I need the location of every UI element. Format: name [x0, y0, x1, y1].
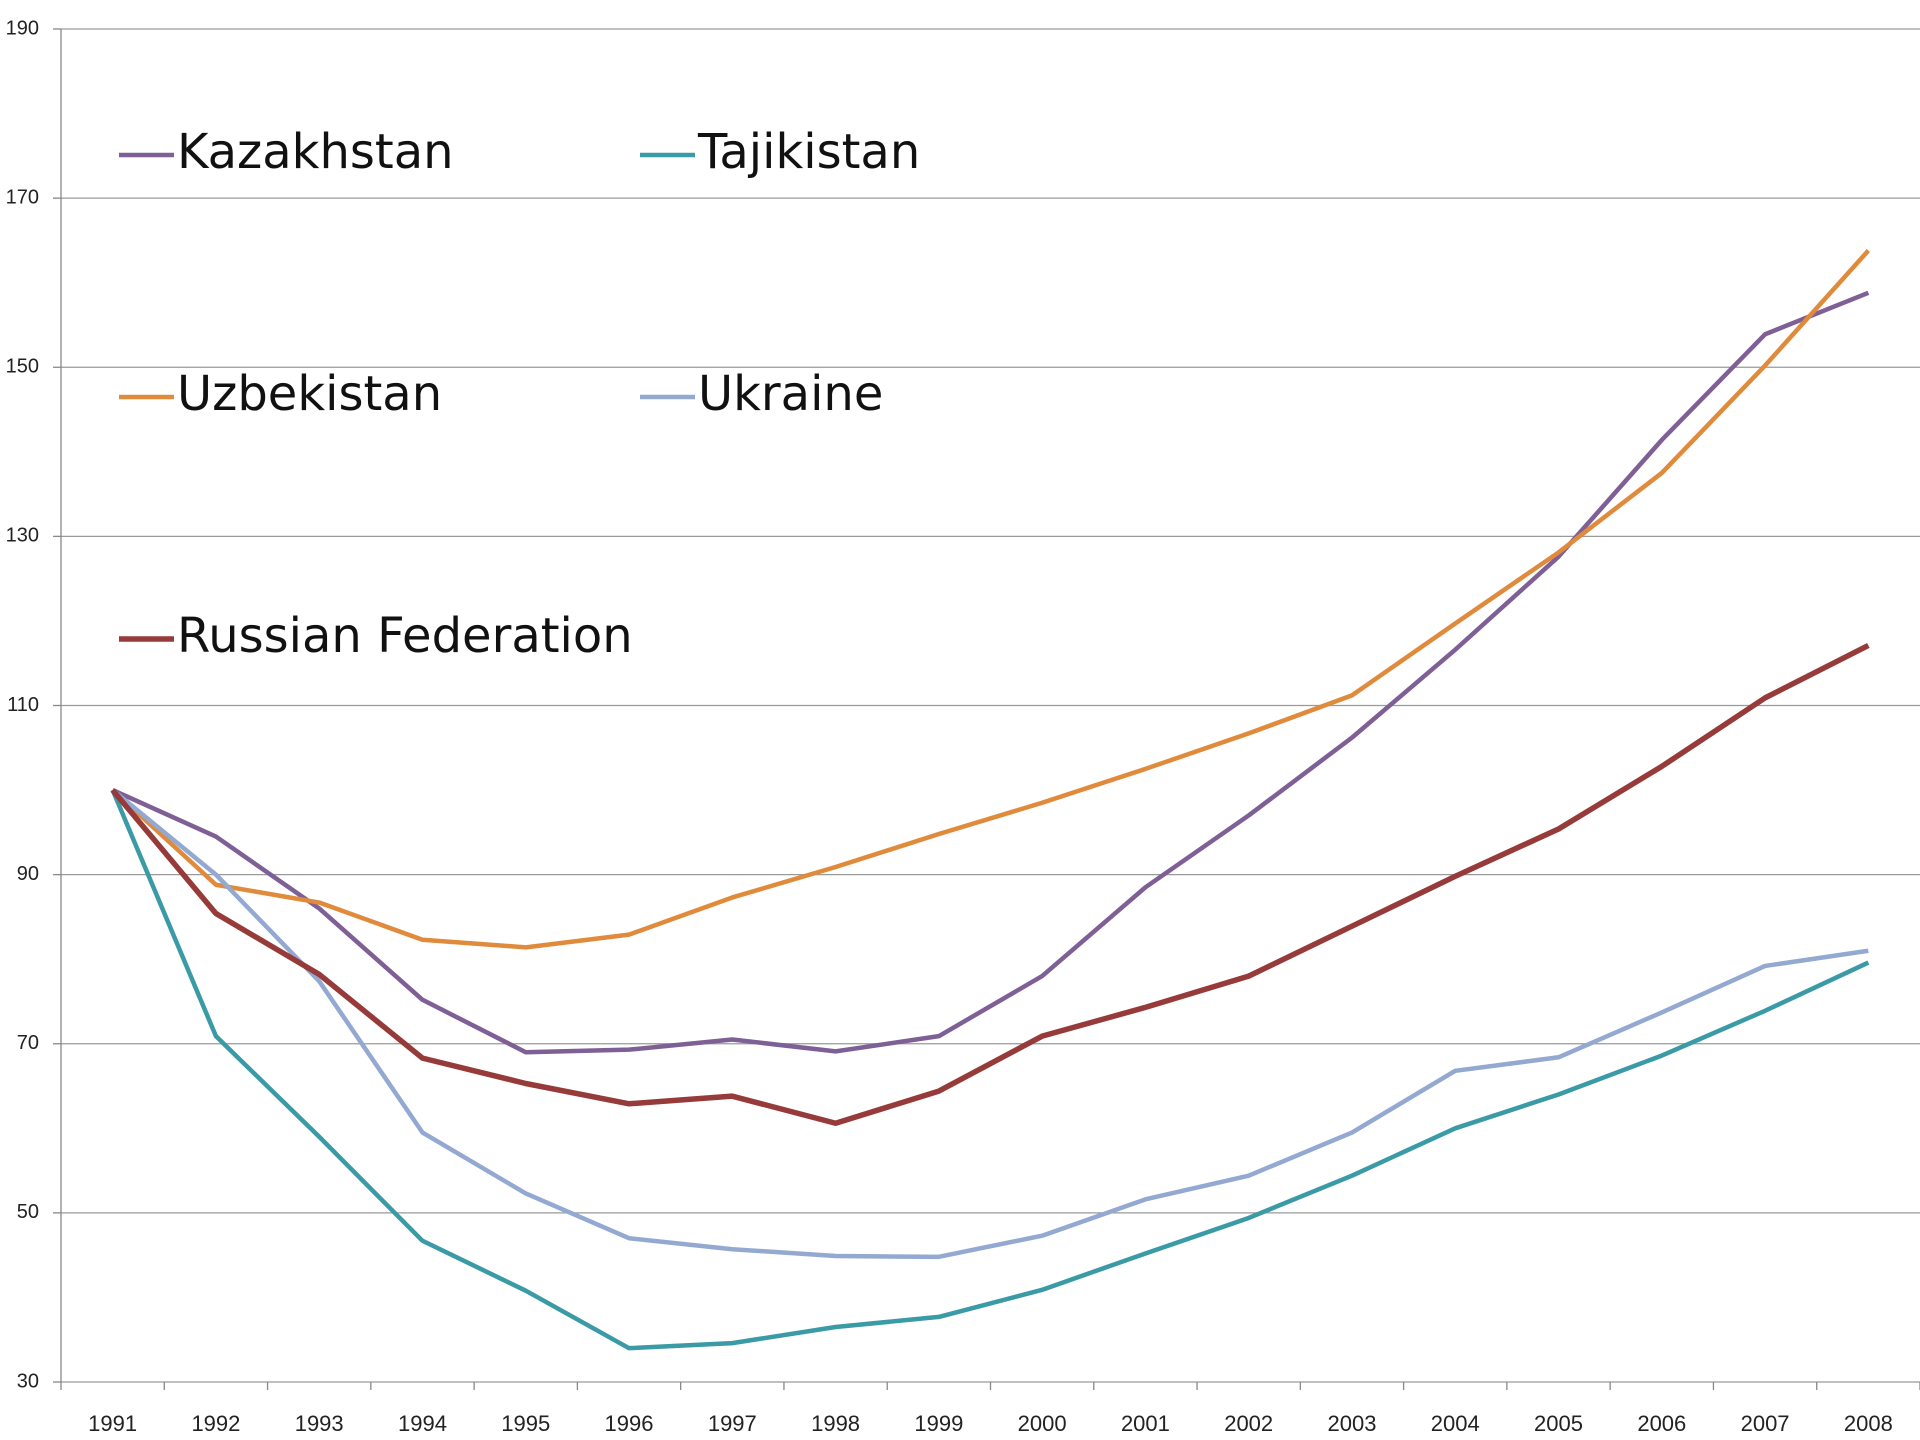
series-line [111, 249, 1871, 950]
y-tick-label: 170 [6, 186, 39, 208]
y-tick-label: 110 [7, 694, 39, 716]
y-tick-label: 70 [17, 1032, 39, 1054]
x-tick-label: 2005 [1534, 1411, 1583, 1436]
y-tick-label: 90 [17, 863, 39, 885]
x-tick-label: 2003 [1327, 1411, 1376, 1436]
x-tick-label: 1996 [605, 1411, 654, 1436]
y-tick-label: 150 [6, 356, 39, 378]
x-tick-label: 1997 [708, 1411, 757, 1436]
x-tick-label: 1991 [88, 1411, 137, 1436]
x-tick-label: 2007 [1741, 1411, 1790, 1436]
legend-label: Uzbekistan [177, 366, 442, 422]
y-tick-label: 130 [6, 525, 39, 547]
x-tick-label: 1999 [914, 1411, 963, 1436]
x-tick-label: 2002 [1224, 1411, 1273, 1436]
x-tick-label: 2006 [1637, 1411, 1686, 1436]
x-tick-label: 2000 [1018, 1411, 1067, 1436]
y-tick-label: 50 [17, 1201, 39, 1223]
legend-label: Russian Federation [177, 608, 633, 664]
series-line [110, 789, 1870, 1351]
x-tick-label: 2001 [1121, 1411, 1170, 1436]
legend-label: Kazakhstan [177, 124, 454, 180]
series-line [110, 643, 1870, 1126]
legend-label: Tajikistan [697, 124, 920, 180]
x-tick-label: 1995 [501, 1411, 550, 1436]
x-tick-label: 1993 [295, 1411, 344, 1436]
y-tick-label: 190 [6, 17, 39, 39]
x-tick-label: 1992 [191, 1411, 240, 1436]
series-line [111, 788, 1869, 1260]
y-tick-label: 30 [17, 1370, 39, 1392]
legend-label: Ukraine [698, 366, 883, 422]
x-tick-label: 1994 [398, 1411, 447, 1436]
x-tick-label: 1998 [811, 1411, 860, 1436]
x-tick-label: 2008 [1844, 1411, 1893, 1436]
x-tick-label: 2004 [1431, 1411, 1480, 1436]
